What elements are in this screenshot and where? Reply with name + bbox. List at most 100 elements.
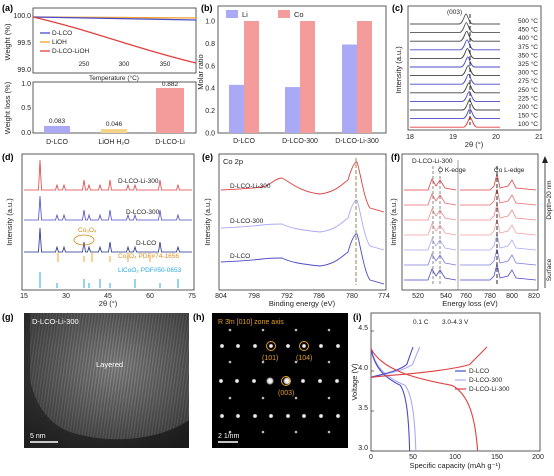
i-ytick-40: 4.0 xyxy=(358,365,368,372)
panel-f-xticks: 520 540 760 780 800 820 xyxy=(412,293,540,300)
b-xtick-d-lco-300: D-LCO-300 xyxy=(282,138,318,145)
panel-a-label: (a) xyxy=(2,3,13,13)
i-ylabel: Voltage (V) xyxy=(350,363,359,401)
panel-h: (h) R 3̄m [010] zone axis (101) (104) (0… xyxy=(193,312,348,448)
a-top-xtick-250: 250 xyxy=(79,61,90,68)
i-xlabel: Specific capacity (mAh g⁻¹) xyxy=(409,461,501,470)
e-xtick-4: 780 xyxy=(346,293,358,300)
a-bot-ylabel: Weight loss (%) xyxy=(3,81,12,134)
b-xtick-d-lco-li-300: D-LCO-Li-300 xyxy=(335,138,379,145)
c-trace-10 xyxy=(410,99,500,111)
a-bot-ytick-05: 0.5 xyxy=(21,105,31,112)
saed-spot-0-7 xyxy=(335,343,341,349)
h-title: R 3̄m [010] zone axis xyxy=(218,319,284,326)
c-trace-8 xyxy=(410,82,500,94)
b-bar-co-1 xyxy=(300,21,315,133)
c-xlabel: 2θ (°) xyxy=(465,140,484,149)
a-top-ytick-995: 99.5 xyxy=(17,40,31,47)
i-ytick-35: 3.5 xyxy=(358,405,368,412)
panel-i: (i) 0.1 C 3.0-4.3 V D-LCO D-LCO-300 D-LC… xyxy=(350,312,544,470)
b-ytick-1: 0.2 xyxy=(205,108,215,115)
saed-faint-3-3 xyxy=(327,430,331,434)
legend-co: Co xyxy=(294,10,304,19)
panel-c-frame xyxy=(407,5,542,131)
i-legend-1: D-LCO-300 xyxy=(469,377,503,384)
panel-d-label: (d) xyxy=(2,152,14,162)
saed-spot-2-5 xyxy=(301,413,307,419)
e-trace-label-2: D-LCO xyxy=(230,253,250,260)
panel-d-xticks: 15 30 45 60 75 xyxy=(20,293,196,300)
c-trace-11 xyxy=(410,108,500,120)
c-temp-12: 100 °C xyxy=(518,120,538,128)
i-xtick-100: 100 xyxy=(449,454,461,461)
e-xlabel: Binding energy (eV) xyxy=(269,299,336,308)
d-ylabel: Intensity (a.u.) xyxy=(5,198,14,246)
saed-faint-2-0 xyxy=(228,396,232,400)
d-trace-label-0: D-LCO-Li-300 xyxy=(118,178,159,185)
saed-spot-1-6 xyxy=(317,378,323,384)
panel-g: (g) D-LCO-Li-300 Layered 5 nm xyxy=(2,312,189,448)
f-trace-0 xyxy=(404,173,537,191)
b-ytick-0: 0.0 xyxy=(205,131,215,138)
a-bot-xtick-d-lco: D-LCO xyxy=(46,139,68,146)
c-temp-3: 375 °C xyxy=(518,43,538,51)
c-xtick-18: 18 xyxy=(406,134,414,141)
saed-spot-1-3 xyxy=(266,377,274,385)
e-xtick-5: 774 xyxy=(378,293,390,300)
d-lco-lioh-curve xyxy=(32,16,197,64)
panel-f-traces xyxy=(404,173,537,281)
d-trace-0 xyxy=(24,159,192,191)
i-legend-2: D-LCO-Li-300 xyxy=(469,386,510,393)
d-lco-curve xyxy=(32,16,197,21)
d-ref-co3o4: Co₃O₄ PDF#74-1656 xyxy=(118,253,179,260)
panel-e-frame xyxy=(218,153,387,291)
i-d-lco-discharge xyxy=(370,348,411,452)
saed-spot-2-6 xyxy=(318,413,324,419)
panel-b-label: (b) xyxy=(201,3,213,13)
c-xtick-19: 19 xyxy=(449,134,457,141)
c-trace-0 xyxy=(410,13,500,25)
a-bot-xtick-d-lco-li: D-LCO-Li xyxy=(155,139,185,146)
bar-lioh xyxy=(101,129,127,133)
d-trace-1 xyxy=(24,195,192,221)
c-temp-0: 500 °C xyxy=(518,17,538,25)
d-trace-label-1: D-LCO-300 xyxy=(126,209,160,216)
saed-spot-1-4 xyxy=(283,377,291,385)
saed-faint-1-0 xyxy=(228,360,232,364)
i-d-lco-li-300-charge xyxy=(370,346,488,378)
f-xtick-1: 540 xyxy=(440,293,452,300)
panel-b-bars xyxy=(229,21,372,133)
saed-spot-0-4 xyxy=(285,343,291,349)
panel-b: (b) Li Co 0.0 0.2 0.4 0.6 0.8 1.0 D-LCO D-LCO… xyxy=(196,3,387,145)
panel-c-label: (c) xyxy=(392,3,403,13)
c-temp-5: 325 °C xyxy=(518,60,538,68)
f-xlabel: Energy loss (eV) xyxy=(442,299,498,308)
f-depth-arrowhead xyxy=(542,156,548,163)
saed-faint-0-1 xyxy=(261,328,265,332)
saed-faint-0-0 xyxy=(228,328,232,332)
g-scale: 5 nm xyxy=(30,433,46,440)
saed-spots xyxy=(218,328,341,434)
d-co3o4-annot: Co₃O₄ xyxy=(78,227,97,234)
c-temp-2: 400 °C xyxy=(518,34,538,42)
panel-i-curves xyxy=(370,330,488,452)
saed-spot-1-7 xyxy=(334,378,340,384)
saed-faint-2-2 xyxy=(294,396,298,400)
saed-faint-0-2 xyxy=(294,328,298,332)
i-xtick-50: 50 xyxy=(409,454,417,461)
c-xtick-21: 21 xyxy=(535,134,543,141)
c-temp-7: 275 °C xyxy=(518,77,538,85)
e-ylabel: Intensity (a.u.) xyxy=(203,198,212,246)
h-ring-104 xyxy=(299,341,309,351)
e-trace-label-1: D-LCO-300 xyxy=(230,218,264,225)
c-temp-9: 225 °C xyxy=(518,94,538,102)
legend-swatch-co xyxy=(278,10,290,18)
c-ylabel: Intensity (a.u.) xyxy=(394,46,403,94)
legend-li: Li xyxy=(242,10,248,19)
saed-faint-0-3 xyxy=(327,328,331,332)
saed-spot-2-0 xyxy=(219,413,225,419)
c-trace-3 xyxy=(410,39,500,51)
b-bar-co-2 xyxy=(357,21,372,133)
c-peak-label: (003) xyxy=(447,9,462,16)
